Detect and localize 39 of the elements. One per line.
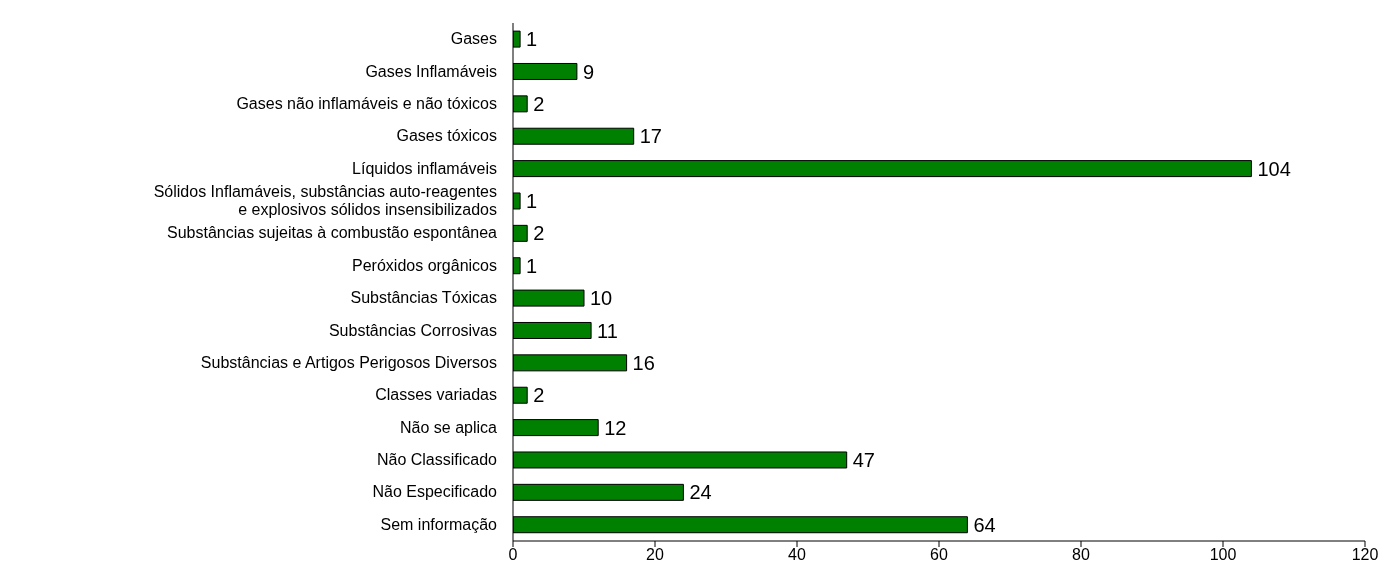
y-tick-label: Não se aplica bbox=[400, 418, 498, 436]
y-tick-label: Substâncias Tóxicas bbox=[350, 289, 497, 307]
data-label: 1 bbox=[526, 254, 538, 277]
x-tick-label: 40 bbox=[788, 546, 806, 564]
data-label: 104 bbox=[1257, 157, 1291, 180]
data-label: 2 bbox=[533, 384, 545, 407]
data-label: 11 bbox=[597, 319, 618, 342]
data-label: 64 bbox=[973, 513, 996, 536]
data-label: 47 bbox=[852, 449, 875, 472]
y-tick-label: Sólidos Inflamáveis, substâncias auto-reagentes e explosivos sólidos insensibilizados bbox=[153, 183, 497, 219]
y-tick-label: Sem informação bbox=[380, 515, 498, 533]
x-tick-label: 100 bbox=[1209, 546, 1237, 564]
data-label: 1 bbox=[526, 28, 538, 51]
data-label: 1 bbox=[526, 190, 538, 213]
x-tick-label: 0 bbox=[508, 546, 518, 564]
y-tick-label: Gases tóxicos bbox=[396, 127, 497, 145]
y-tick-label: Substâncias Corrosivas bbox=[328, 321, 497, 339]
data-label: 16 bbox=[632, 351, 655, 374]
y-tick-label: Líquidos inflamáveis bbox=[352, 159, 497, 177]
x-tick-label: 80 bbox=[1072, 546, 1090, 564]
y-tick-label: Não Especificado bbox=[372, 483, 498, 501]
y-tick-label: Não Classificado bbox=[376, 451, 498, 469]
y-tick-label: Substâncias sujeitas à combustão espontânea bbox=[167, 224, 498, 242]
data-label: 12 bbox=[604, 416, 627, 439]
y-tick-label: Gases bbox=[450, 30, 497, 48]
y-tick-label: Substâncias e Artigos Perigosos Diversos bbox=[200, 353, 497, 371]
data-label: 2 bbox=[533, 92, 545, 115]
y-tick-label: Gases não inflamáveis e não tóxicos bbox=[236, 94, 497, 112]
data-label: 17 bbox=[639, 125, 662, 148]
data-label: 24 bbox=[689, 481, 712, 504]
data-label: 2 bbox=[533, 222, 545, 245]
x-tick-label: 60 bbox=[930, 546, 948, 564]
data-label: 9 bbox=[582, 60, 595, 83]
x-tick-label: 120 bbox=[1351, 546, 1379, 564]
data-label: 10 bbox=[590, 287, 613, 310]
y-tick-label: Peróxidos orgânicos bbox=[352, 256, 497, 274]
y-tick-label: Classes variadas bbox=[375, 386, 497, 404]
x-tick-label: 20 bbox=[646, 546, 664, 564]
y-tick-label: Gases Inflamáveis bbox=[365, 62, 497, 80]
